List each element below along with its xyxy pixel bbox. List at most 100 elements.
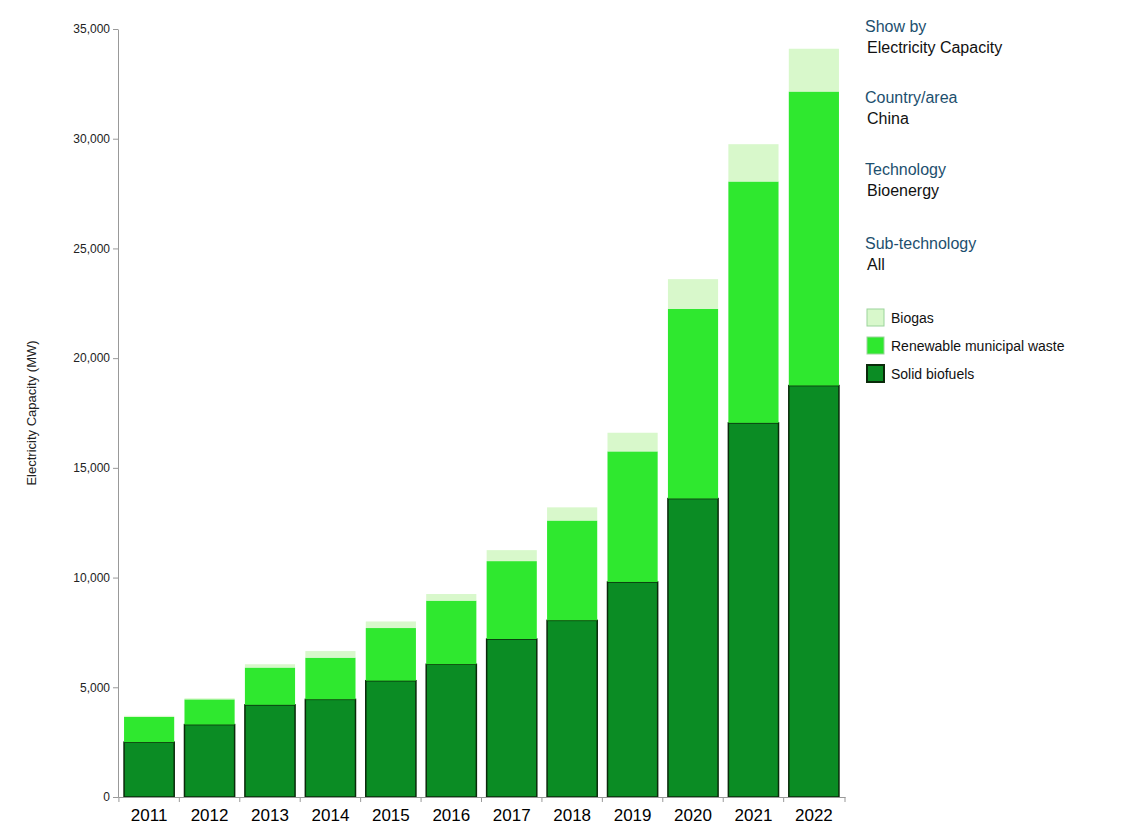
tick: 20,000 [73,351,118,365]
bar [366,628,416,681]
bars [124,49,839,797]
bar [305,651,355,658]
filter-value: All [867,256,885,273]
separator [179,797,180,802]
tick: 2013 [251,797,289,825]
tick-mark [113,248,118,249]
bar [426,601,476,665]
y-axis: 0 5,000 10,000 15,000 20,000 25,000 30,000 35,0… [73,22,118,804]
bar [547,521,597,621]
bar [728,423,778,797]
bar [789,386,839,797]
tick-label: 2016 [432,806,470,825]
series [124,92,839,743]
tick-label: 35,000 [73,22,110,36]
bar [547,620,597,797]
tick: 25,000 [73,242,118,256]
separator [602,797,603,802]
tick: 2018 [553,797,591,825]
tick-label: 25,000 [73,242,110,256]
filter-label: Country/area [865,89,958,106]
bar [426,664,476,797]
bar [184,699,234,724]
bar [789,92,839,386]
separator [421,797,422,802]
tick-label: 20,000 [73,351,110,365]
tick: 0 [103,790,118,804]
tick-label: 0 [103,790,110,804]
tick-mark [113,797,118,798]
tick-mark [113,358,118,359]
series [124,49,839,717]
separator [481,797,482,802]
bar [305,699,355,797]
bar [728,144,778,181]
tick-mark [113,687,118,688]
legend-label: Renewable municipal waste [891,338,1065,354]
separator [360,797,361,802]
bar [668,309,718,499]
bar [366,621,416,628]
x-axis: 2011 2012 2013 2014 2015 2016 2017 2018 2019 2020… [119,797,846,825]
tick: 2022 [795,797,833,825]
legend-label: Biogas [891,310,934,326]
tick-label: 30,000 [73,132,110,146]
tick: 5,000 [80,681,118,695]
bar [487,550,537,561]
tick: 10,000 [73,571,118,585]
bar [547,507,597,520]
tick: 2014 [312,797,350,825]
bar [366,681,416,797]
bar [728,182,778,423]
tick: 2015 [372,797,410,825]
legend-swatch [867,309,884,326]
tick-label: 2019 [614,806,652,825]
tick: 2021 [735,797,773,825]
bar [245,664,295,667]
bar [305,658,355,700]
bar [608,582,658,797]
tick: 2019 [614,797,652,825]
filter-value: Electricity Capacity [867,39,1002,56]
tick-label: 2018 [553,806,591,825]
bar [487,639,537,797]
bar [789,49,839,92]
legend: Biogas Renewable municipal waste Solid bio… [867,309,1065,382]
separator [662,797,663,802]
chart: 0 5,000 10,000 15,000 20,000 25,000 30,000 35,0… [0,0,1145,836]
tick-label: 2011 [131,806,168,825]
bar [124,717,174,742]
bar [124,716,174,717]
tick: 2020 [674,797,712,825]
bar [245,705,295,797]
tick-label: 2022 [795,806,833,825]
bar [184,725,234,797]
separator [541,797,542,802]
tick-mark [113,468,118,469]
tick-label: 2021 [735,806,773,825]
tick-mark [113,139,118,140]
bar [245,668,295,705]
tick-mark [113,578,118,579]
legend-label: Solid biofuels [891,366,974,382]
filter-value: Bioenergy [867,182,939,199]
tick: 15,000 [73,461,118,475]
tick-label: 2020 [674,806,712,825]
legend-swatch [867,337,884,354]
tick-label: 2013 [251,806,289,825]
separator [118,797,119,802]
tick: 2011 [131,797,168,825]
tick: 30,000 [73,132,118,146]
tick-label: 2017 [493,806,531,825]
filter-label: Technology [865,161,946,178]
tick-label: 2012 [191,806,229,825]
tick-label: 15,000 [73,461,110,475]
bar [487,561,537,639]
tick: 35,000 [73,22,118,36]
separator [783,797,784,802]
y-axis-title: Electricity Capacity (MW) [24,340,39,485]
bar [608,433,658,452]
tick: 2012 [191,797,229,825]
separator [723,797,724,802]
filter-panel: Show byElectricity CapacityCountry/areaC… [865,18,1002,273]
